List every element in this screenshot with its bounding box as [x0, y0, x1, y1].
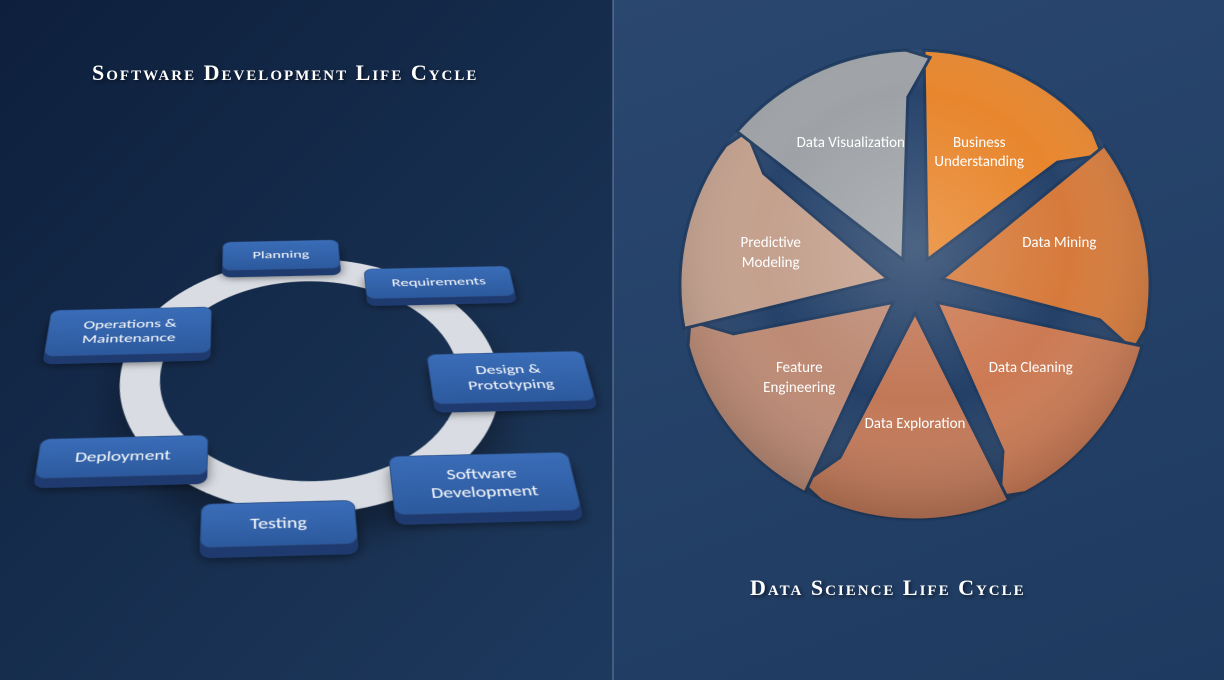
- ds-pie-svg: [665, 35, 1165, 535]
- sdlc-tile: Requirements: [364, 266, 516, 299]
- sdlc-tile: Design & Prototyping: [426, 351, 596, 405]
- sdlc-title: Software Development Life Cycle: [92, 60, 478, 86]
- sdlc-tile: Planning: [222, 240, 341, 271]
- ds-pie-diagram: Business UnderstandingData MiningData Cl…: [665, 35, 1165, 535]
- sdlc-tile: Operations & Maintenance: [44, 307, 212, 357]
- sdlc-diagram: PlanningRequirementsDesign & Prototyping…: [30, 150, 590, 610]
- center-divider: [612, 0, 614, 680]
- ds-title: Data Science Life Cycle: [750, 575, 1026, 601]
